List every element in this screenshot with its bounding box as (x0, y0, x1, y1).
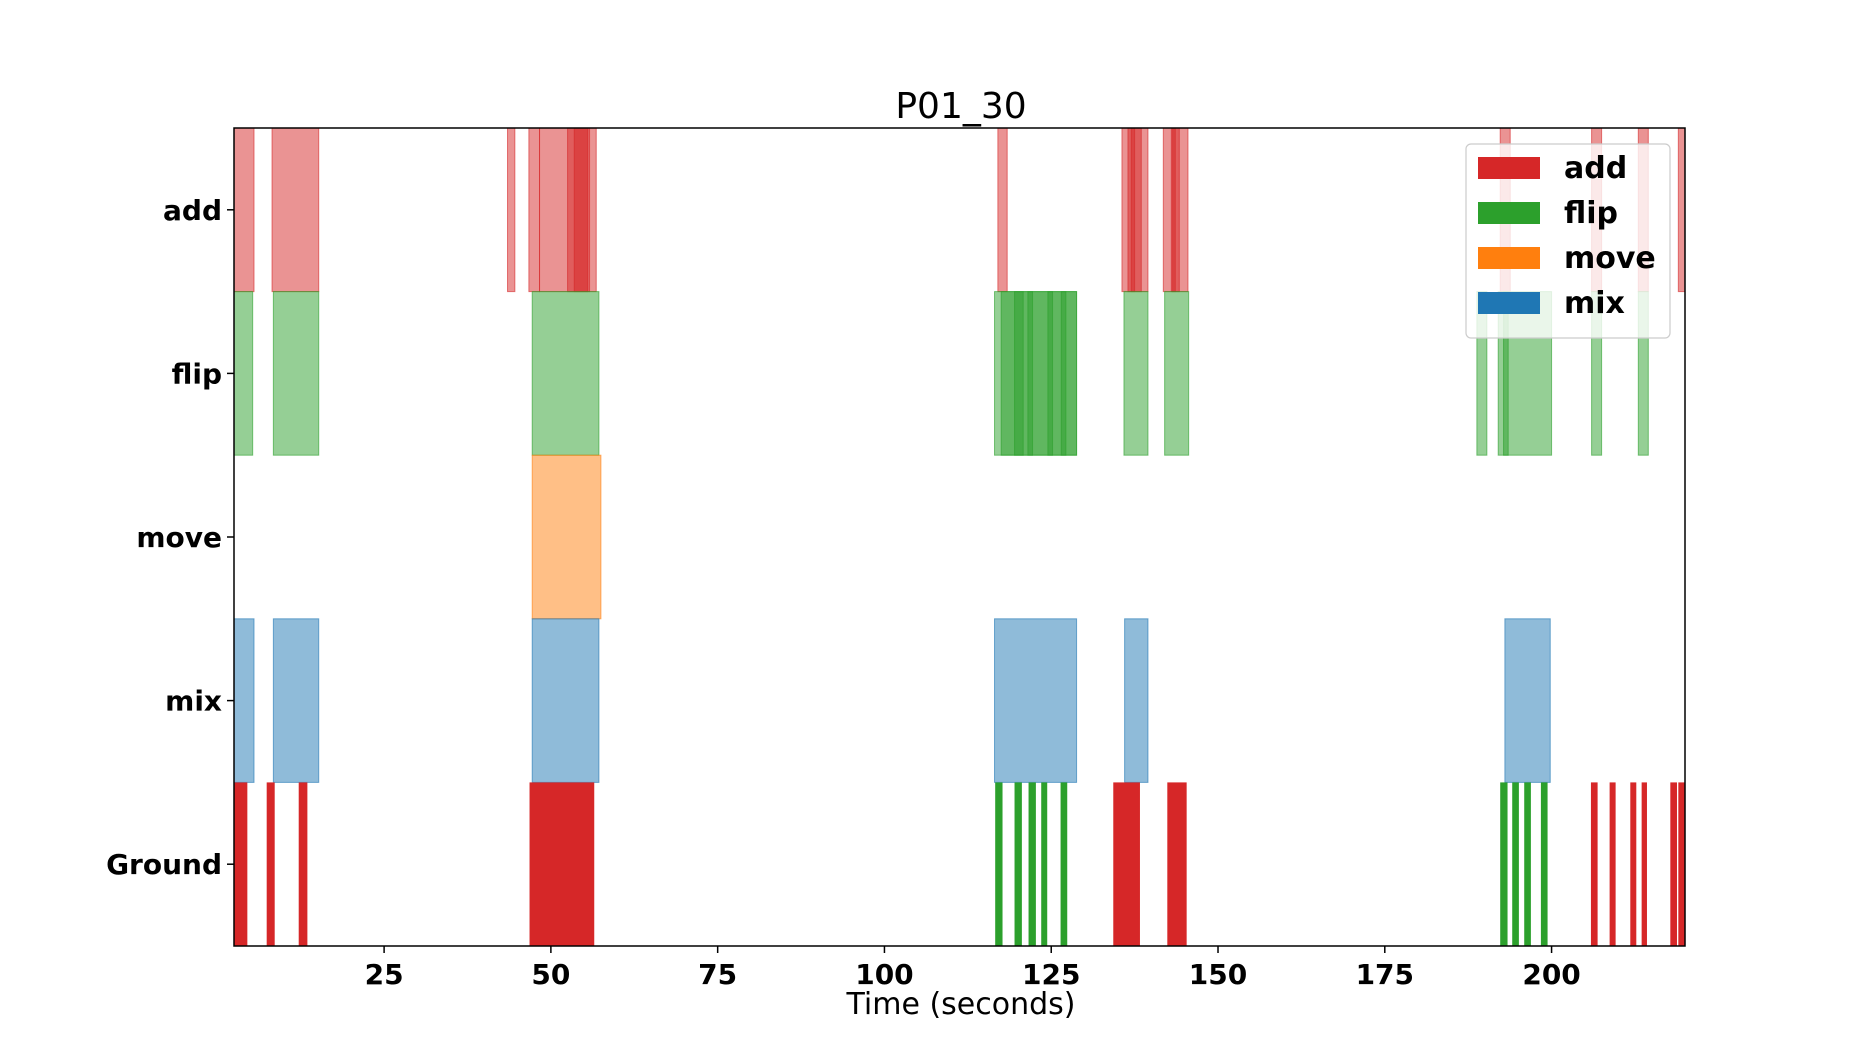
legend-box (1465, 143, 1671, 339)
ground-segment-add (1609, 782, 1616, 946)
ground-segment-flip (1512, 782, 1519, 946)
segment-add (271, 127, 320, 293)
ground-segment-add (1678, 782, 1685, 946)
ground-segment-add (1113, 782, 1140, 946)
x-tick-label: 25 (365, 958, 404, 991)
ground-segment-flip (995, 782, 1003, 946)
ground-segment-add (234, 782, 248, 946)
segment-flip (272, 291, 320, 456)
segment-add (573, 127, 597, 293)
x-tick-label: 175 (1356, 958, 1414, 991)
chart-title: P01_30 (895, 86, 1026, 127)
y-tick-label: mix (165, 685, 222, 718)
segment-mix (1124, 618, 1149, 783)
ground-segment-add (1630, 782, 1637, 946)
legend-swatch-flip (1478, 202, 1540, 224)
ground-segment-flip (1028, 782, 1036, 946)
axes: add flip move mix Ground 25 50 75 100 125 150 175 20… (106, 194, 1581, 991)
x-tick-label: 150 (1189, 958, 1247, 991)
ground-segment-flip (1060, 782, 1068, 946)
ground-segment-flip (1524, 782, 1531, 946)
segment-add (507, 127, 516, 293)
x-tick-label: 75 (698, 958, 737, 991)
legend-swatch-mix (1478, 292, 1540, 314)
segment-mix (233, 618, 255, 783)
y-tick-label: move (136, 521, 222, 554)
segment-mix (994, 618, 1078, 783)
segment-flip (1060, 291, 1078, 456)
legend-swatch-move (1478, 247, 1540, 269)
plot-area (233, 127, 1686, 946)
legend-swatch-add (1478, 157, 1540, 179)
segment-add (997, 127, 1008, 293)
legend: add flip move mix (1465, 143, 1671, 339)
segment-add (1677, 127, 1686, 293)
ground-segment-add (1670, 782, 1677, 946)
segment-flip (531, 291, 600, 456)
ground-segment-flip (1500, 782, 1508, 946)
segment-add (233, 127, 255, 293)
ground-segment-add (1590, 782, 1598, 946)
x-axis-label: Time (seconds) (846, 987, 1076, 1022)
ground-segment-flip (1041, 782, 1048, 946)
segment-add (528, 127, 541, 293)
segment-move (531, 454, 602, 620)
segment-mix (272, 618, 320, 783)
y-tick-label: Ground (106, 848, 222, 881)
legend-label-mix: mix (1564, 286, 1625, 321)
ground-segment-add (298, 782, 308, 946)
ground-segment-flip (1014, 782, 1022, 946)
ground-segment-add (1641, 782, 1647, 946)
segment-flip (1164, 291, 1190, 456)
ground-segment-add (266, 782, 275, 946)
y-tick-label: flip (172, 357, 222, 390)
legend-label-add: add (1564, 151, 1627, 186)
y-tick-label: add (163, 194, 222, 227)
x-tick-label: 125 (1022, 958, 1080, 991)
segment-add (1170, 127, 1180, 293)
segment-flip (233, 291, 254, 456)
x-tick-label: 50 (531, 958, 570, 991)
segment-add (1127, 127, 1142, 293)
segment-mix (1504, 618, 1551, 783)
x-tick-label: 100 (855, 958, 913, 991)
segment-mix (531, 618, 600, 783)
segment-flip (1123, 291, 1149, 456)
legend-label-flip: flip (1564, 196, 1618, 231)
legend-label-move: move (1564, 241, 1656, 276)
x-tick-label: 200 (1522, 958, 1580, 991)
ground-segment-add (529, 782, 595, 946)
ground-segment-flip (1540, 782, 1548, 946)
ground-segment-add (1167, 782, 1187, 946)
